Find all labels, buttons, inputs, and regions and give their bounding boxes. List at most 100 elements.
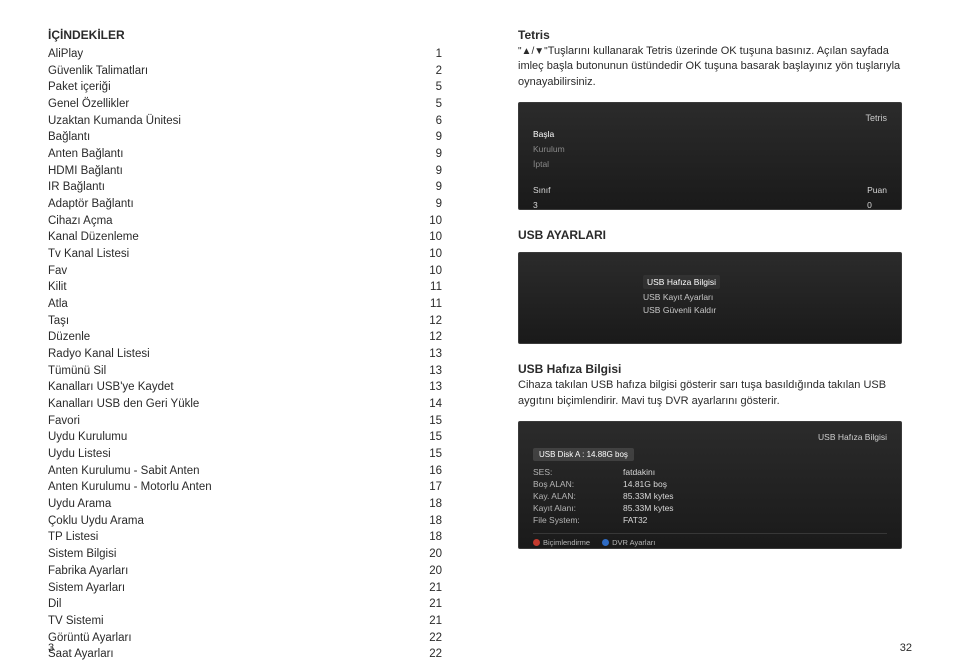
screenshot-usb-menu: USB Hafıza Bilgisi USB Kayıt Ayarları US… — [518, 252, 902, 344]
shot3-pill: USB Disk A : 14.88G boş — [533, 448, 634, 461]
shot1-row: Başla — [533, 129, 565, 139]
toc-row: Cihazı Açma10 — [48, 213, 442, 230]
shot3-kv-row: Kay. ALAN:85.33M kytes — [533, 491, 887, 501]
toc-row: Tümünü Sil13 — [48, 363, 442, 380]
shot1-val: 0 — [867, 200, 887, 210]
page-right: Tetris "▲/▼"Tuşlarını kullanarak Tetris … — [480, 0, 960, 670]
toc-page-num: 22 — [414, 646, 442, 663]
toc-row: Genel Özellikler5 — [48, 96, 442, 113]
toc-row: Paket içeriği5 — [48, 79, 442, 96]
toc-row: Atla11 — [48, 296, 442, 313]
usb-ayarlari-title: USB AYARLARI — [518, 228, 912, 242]
shot1-row: İptal — [533, 159, 565, 169]
toc-row: Düzenle12 — [48, 329, 442, 346]
toc-page-num: 9 — [414, 179, 442, 196]
toc-label: Adaptör Bağlantı — [48, 196, 414, 213]
shot1-val: 3 — [533, 200, 538, 210]
shot3-kv-key: Boş ALAN: — [533, 479, 603, 489]
toc-list: AliPlay1Güvenlik Talimatları2Paket içeri… — [48, 46, 442, 663]
dot-red-icon — [533, 539, 540, 546]
toc-page-num: 21 — [414, 613, 442, 630]
shot3-kv-row: SES:fatdakinı — [533, 467, 887, 477]
toc-page-num: 13 — [414, 363, 442, 380]
shot3-kv-key: Kayıt Alanı: — [533, 503, 603, 513]
toc-row: Adaptör Bağlantı9 — [48, 196, 442, 213]
toc-label: Bağlantı — [48, 129, 414, 146]
usb-info-title: USB Hafıza Bilgisi — [518, 362, 912, 376]
toc-page-num: 18 — [414, 513, 442, 530]
toc-page-num: 22 — [414, 630, 442, 647]
shot3-kv-row: File System: FAT32 — [533, 515, 887, 525]
toc-page-num: 9 — [414, 163, 442, 180]
screenshot-usb-info: USB Hafıza Bilgisi USB Disk A : 14.88G b… — [518, 421, 902, 549]
toc-label: IR Bağlantı — [48, 179, 414, 196]
toc-row: IR Bağlantı9 — [48, 179, 442, 196]
page-number-right: 32 — [900, 642, 912, 654]
toc-page-num: 21 — [414, 596, 442, 613]
toc-page-num: 20 — [414, 563, 442, 580]
toc-page-num: 18 — [414, 529, 442, 546]
toc-label: Anten Bağlantı — [48, 146, 414, 163]
toc-label: Sistem Bilgisi — [48, 546, 414, 563]
toc-row: Kilit11 — [48, 279, 442, 296]
shot2-item: USB Kayıt Ayarları — [643, 292, 887, 302]
toc-row: Kanalları USB'ye Kaydet13 — [48, 379, 442, 396]
shot2-item: USB Güvenli Kaldır — [643, 305, 887, 315]
toc-row: Çoklu Uydu Arama18 — [48, 513, 442, 530]
toc-label: Taşı — [48, 313, 414, 330]
toc-label: Saat Ayarları — [48, 646, 414, 663]
shot3-kv-val: 85.33M kytes — [623, 503, 674, 513]
toc-label: AliPlay — [48, 46, 414, 63]
tetris-body: "▲/▼"Tuşlarını kullanarak Tetris üzerind… — [518, 44, 912, 90]
screenshot-tetris: Tetris Başla Kurulum İptal Sınıf 3 Puan … — [518, 102, 902, 210]
toc-label: Tümünü Sil — [48, 363, 414, 380]
toc-page-num: 17 — [414, 479, 442, 496]
toc-row: Uydu Arama18 — [48, 496, 442, 513]
toc-row: Sistem Bilgisi20 — [48, 546, 442, 563]
shot3-kv-val: FAT32 — [623, 515, 647, 525]
toc-row: Görüntü Ayarları22 — [48, 630, 442, 647]
toc-row: Fav10 — [48, 263, 442, 280]
toc-page-num: 13 — [414, 346, 442, 363]
toc-page-num: 18 — [414, 496, 442, 513]
toc-label: Kilit — [48, 279, 414, 296]
toc-page-num: 1 — [414, 46, 442, 63]
toc-row: Dil21 — [48, 596, 442, 613]
toc-row: Sistem Ayarları21 — [48, 580, 442, 597]
toc-row: Anten Kurulumu - Sabit Anten16 — [48, 463, 442, 480]
usb-info-body: Cihaza takılan USB hafıza bilgisi göster… — [518, 378, 912, 409]
toc-title: İÇİNDEKİLER — [48, 28, 442, 42]
shot1-key: Puan — [867, 185, 887, 195]
toc-row: Taşı12 — [48, 313, 442, 330]
shot3-footer-a: Biçimlendirme — [543, 538, 590, 547]
toc-page-num: 9 — [414, 129, 442, 146]
toc-row: Kanal Düzenleme10 — [48, 229, 442, 246]
shot3-kv-key: File System: — [533, 515, 603, 525]
shot3-kv-row: Boş ALAN:14.81G boş — [533, 479, 887, 489]
shot3-head: USB Hafıza Bilgisi — [533, 432, 887, 442]
toc-row: Uydu Kurulumu15 — [48, 429, 442, 446]
toc-label: Kanal Düzenleme — [48, 229, 414, 246]
toc-page-num: 12 — [414, 329, 442, 346]
toc-page-num: 14 — [414, 396, 442, 413]
shot1-row: Kurulum — [533, 144, 565, 154]
toc-page-num: 5 — [414, 96, 442, 113]
tetris-title: Tetris — [518, 28, 912, 42]
toc-page-num: 16 — [414, 463, 442, 480]
toc-label: Düzenle — [48, 329, 414, 346]
toc-row: HDMI Bağlantı9 — [48, 163, 442, 180]
toc-label: Çoklu Uydu Arama — [48, 513, 414, 530]
toc-label: Uydu Arama — [48, 496, 414, 513]
toc-page-num: 15 — [414, 446, 442, 463]
arrow-icons: "▲/▼" — [518, 46, 548, 57]
toc-page-num: 20 — [414, 546, 442, 563]
toc-label: Anten Kurulumu - Sabit Anten — [48, 463, 414, 480]
toc-label: TV Sistemi — [48, 613, 414, 630]
tetris-text: Tuşlarını kullanarak Tetris üzerinde OK … — [518, 45, 900, 88]
toc-label: Atla — [48, 296, 414, 313]
toc-page-num: 11 — [414, 279, 442, 296]
toc-page-num: 13 — [414, 379, 442, 396]
toc-row: Favori15 — [48, 413, 442, 430]
toc-row: AliPlay1 — [48, 46, 442, 63]
toc-row: Güvenlik Talimatları2 — [48, 63, 442, 80]
